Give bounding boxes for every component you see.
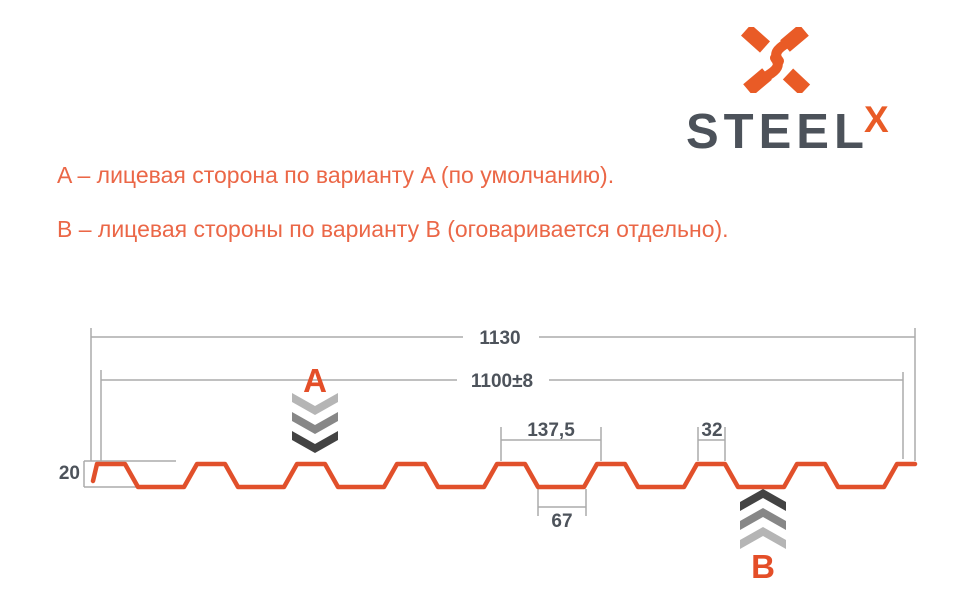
chevron-up-mid: [740, 508, 786, 530]
variant-b-chevrons-icon: [740, 489, 786, 549]
note-variant-b: B – лицевая стороны по варианту B (огова…: [57, 216, 729, 242]
dim-value-rib-bottom: 67: [551, 511, 572, 532]
logo-x-arm-top-left: [740, 27, 771, 53]
logo-x-hook-lower: [762, 53, 783, 81]
sheet-profile-outline: [90, 461, 918, 490]
chevron-down-mid: [292, 412, 338, 434]
logo-x-arm-bottom-right: [782, 68, 811, 93]
note-variant-a: A – лицевая сторона по варианту A (по ум…: [57, 162, 615, 188]
chevron-up-dark: [740, 489, 786, 511]
dim-line-pitch: [500, 427, 602, 461]
steelx-logo-icon: [740, 27, 811, 93]
dim-value-rib-top: 32: [701, 420, 722, 441]
brand-name-x: X: [864, 99, 889, 140]
dim-line-rib-bottom: [537, 489, 587, 516]
chevron-up-light: [740, 527, 786, 549]
dim-value-rib-pitch: 137,5: [527, 420, 575, 441]
marker-label-b: B: [751, 548, 775, 585]
dim-value-profile-height: 20: [59, 463, 80, 484]
variant-a-chevrons-icon: [292, 393, 338, 453]
dim-value-working-width: 1100±8: [471, 371, 533, 392]
chevron-down-light: [292, 393, 338, 415]
brand-name: STEEL: [686, 105, 869, 159]
marker-label-a: A: [303, 362, 327, 399]
extension-lines: [90, 328, 916, 461]
chevron-down-dark: [292, 431, 338, 453]
dim-value-overall-width: 1130: [479, 328, 520, 349]
dim-line-rib-top: [697, 427, 726, 461]
profile-drawing: 1130 1100±8 137,5 32 67 20 A B: [59, 328, 918, 585]
